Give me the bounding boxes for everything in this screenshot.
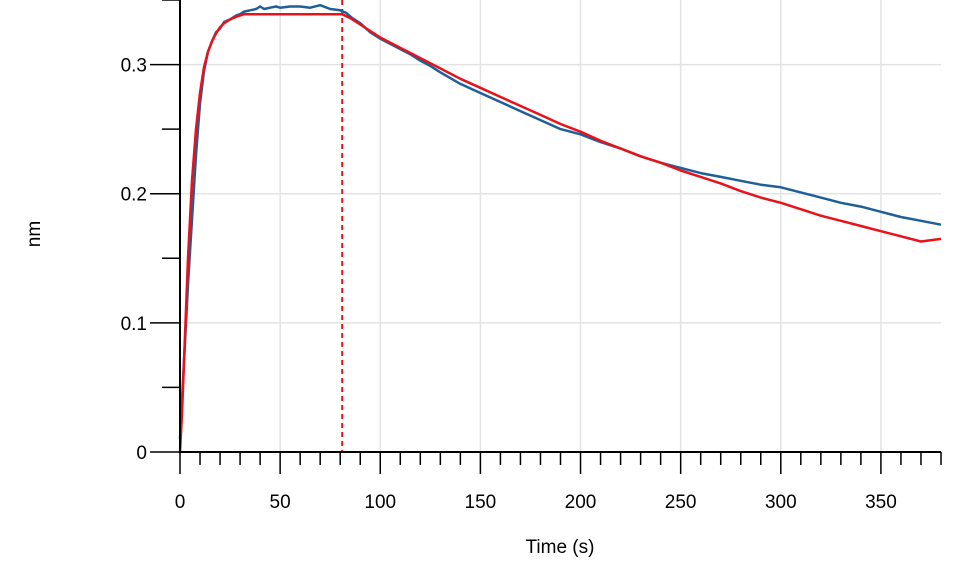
x-tick-label: 100 bbox=[364, 492, 396, 513]
y-tick-label: 0 bbox=[136, 443, 147, 464]
x-axis-title: Time (s) bbox=[526, 537, 595, 558]
x-tick-label: 300 bbox=[765, 492, 797, 513]
x-tick-label: 50 bbox=[270, 492, 291, 513]
x-tick-label: 350 bbox=[865, 492, 897, 513]
x-tick-label: 200 bbox=[565, 492, 597, 513]
y-tick-label: 0.3 bbox=[121, 56, 147, 77]
y-tick-label: 0.2 bbox=[121, 185, 147, 206]
x-tick-label: 150 bbox=[465, 492, 497, 513]
y-axis-title: nm bbox=[24, 221, 45, 247]
fit-series-line bbox=[178, 12, 942, 453]
x-tick-label: 250 bbox=[665, 492, 697, 513]
x-tick-label: 0 bbox=[175, 492, 186, 513]
axis-layer: 0 50 100 150 200 250 300 350 0 0.1 0.2 0.3 bbox=[121, 0, 942, 513]
grid-layer bbox=[180, 0, 941, 452]
series-layer bbox=[178, 3, 942, 453]
measured-series-line bbox=[178, 3, 942, 440]
y-tick-label: 0.1 bbox=[121, 314, 147, 335]
